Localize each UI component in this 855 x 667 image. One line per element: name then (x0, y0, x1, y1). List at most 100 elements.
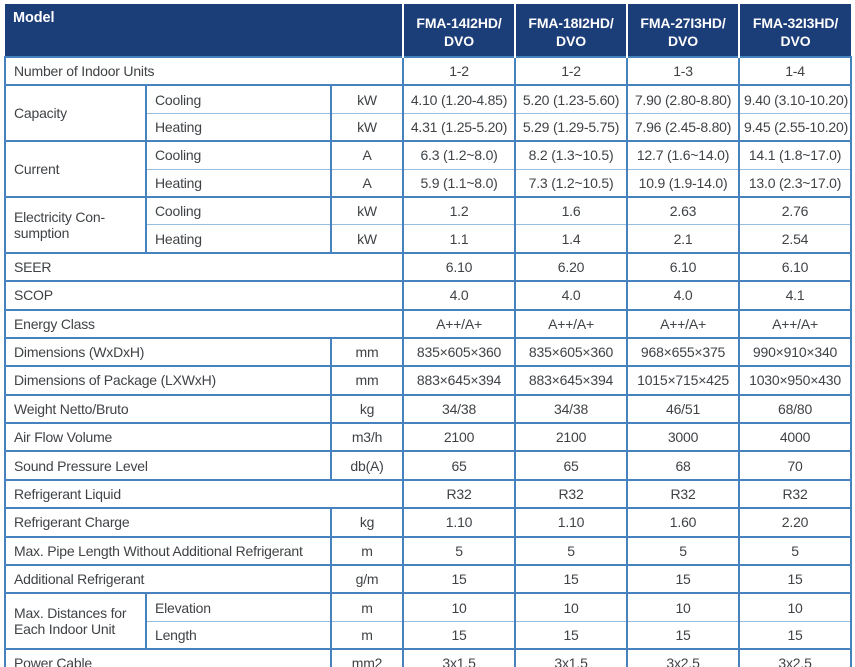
value-cell: 10 (514, 592, 628, 622)
value-cell: 1030×950×430 (738, 365, 853, 395)
header-col-model-1: FMA-14I2HD/ DVO (402, 4, 516, 57)
value-cell: 2.1 (626, 224, 740, 253)
value-cell: 7.90 (2.80-8.80) (626, 84, 740, 114)
model-name: FMA-14I2HD/ (416, 15, 502, 31)
row-sublabel: Heating (145, 224, 331, 253)
value-cell: 990×910×340 (738, 336, 853, 367)
value-cell: 1.60 (626, 507, 740, 537)
value-cell: A++/A+ (514, 308, 628, 338)
value-cell: 12.7 (1.6~14.0) (626, 140, 740, 170)
value-cell: 6.10 (738, 251, 853, 282)
value-cell: 1-2 (514, 55, 628, 86)
row-label: Max. Distances for Each Indoor Unit (4, 592, 146, 650)
value-cell: 7.3 (1.2~10.5) (514, 168, 628, 197)
model-name: FMA-32I3HD/ (752, 15, 839, 31)
table-row-power-cable: Power Cable mm2 3x1.5 3x1.5 3x2.5 3x2.5 (4, 648, 853, 667)
table-row-electricity-heating: Heating kW 1.1 1.4 2.1 2.54 (5, 224, 853, 253)
value-cell: 5.9 (1.1~8.0) (402, 168, 516, 197)
header-row: Model FMA-14I2HD/ DVO FMA-18I2HD/ DVO FM… (5, 4, 852, 57)
value-cell: 15 (626, 564, 740, 594)
value-cell: 70 (738, 450, 853, 480)
row-label: Dimensions (WxDxH) (4, 336, 331, 367)
row-label: SCOP (3, 280, 404, 310)
value-cell: 5 (738, 535, 853, 566)
row-sublabel: Cooling (145, 195, 331, 225)
table-row-energy-class: Energy Class A++/A+ A++/A+ A++/A+ A++/A+ (3, 308, 853, 338)
value-cell: 1-2 (402, 55, 516, 86)
unit-cell: mm (329, 365, 404, 395)
value-cell: 3x2.5 (626, 648, 740, 667)
row-label: Power Cable (4, 648, 331, 667)
table-row-indoor-units: Number of Indoor Units 1-2 1-2 1-3 1-4 (3, 55, 853, 86)
value-cell: 15 (514, 620, 628, 650)
unit-cell: g/m (329, 564, 404, 594)
value-cell: 4000 (738, 422, 853, 452)
table-row-additional-refrigerant: Additional Refrigerant g/m 15 15 15 15 (4, 564, 853, 594)
value-cell: 13.0 (2.3~17.0) (738, 168, 853, 197)
value-cell: 6.20 (514, 251, 628, 282)
value-cell: 1.10 (514, 507, 628, 537)
unit-cell: kW (329, 112, 404, 142)
value-cell: 15 (402, 564, 516, 594)
model-suffix: DVO (668, 33, 699, 49)
unit-cell: m3/h (329, 422, 404, 452)
table-row-package-dimensions: Dimensions of Package (LXWxH) mm 883×645… (4, 365, 853, 395)
unit-cell: mm2 (329, 648, 404, 667)
value-cell: 5 (514, 535, 628, 566)
value-cell: 6.10 (402, 251, 516, 282)
model-suffix: DVO (780, 33, 811, 49)
value-cell: 10 (402, 592, 516, 622)
value-cell: 4.1 (738, 280, 853, 310)
value-cell: A++/A+ (738, 308, 853, 338)
value-cell: 3x1.5 (514, 648, 628, 667)
table-row-air-flow: Air Flow Volume m3/h 2100 2100 3000 4000 (4, 422, 853, 452)
table-row-current-heating: Heating A 5.9 (1.1~8.0) 7.3 (1.2~10.5) 1… (5, 168, 853, 197)
value-cell: 1015×715×425 (626, 365, 740, 395)
value-cell: 2.54 (738, 224, 853, 253)
row-sublabel: Length (145, 620, 331, 650)
table-row-refrigerant-charge: Refrigerant Charge kg 1.10 1.10 1.60 2.2… (4, 507, 853, 537)
value-cell: 2100 (402, 422, 516, 452)
value-cell: A++/A+ (402, 308, 516, 338)
value-cell: 10 (738, 592, 853, 622)
model-suffix: DVO (444, 33, 475, 49)
value-cell: 883×645×394 (514, 365, 628, 395)
value-cell: 10 (626, 592, 740, 622)
table-row-capacity-cooling: Capacity Cooling kW 4.10 (1.20-4.85) 5.2… (4, 84, 853, 142)
value-cell: 4.31 (1.25-5.20) (402, 112, 516, 142)
value-cell: 4.0 (626, 280, 740, 310)
row-label: Refrigerant Liquid (3, 478, 404, 509)
unit-cell: m (329, 620, 404, 650)
value-cell: 4.0 (514, 280, 628, 310)
value-cell: 15 (626, 620, 740, 650)
value-cell: 2100 (514, 422, 628, 452)
unit-cell: kW (329, 224, 404, 253)
row-label: SEER (3, 251, 404, 282)
row-label: Electricity Con-sumption (4, 195, 146, 253)
value-cell: 9.40 (3.10-10.20) (738, 84, 853, 114)
value-cell: 15 (402, 620, 516, 650)
table-row-max-distance-length: Length m 15 15 15 15 (5, 620, 853, 650)
row-label: Current (4, 140, 146, 197)
model-name: FMA-27I3HD/ (640, 15, 726, 31)
table-row-max-distance-elevation: Max. Distances for Each Indoor Unit Elev… (4, 592, 853, 650)
value-cell: R32 (402, 478, 516, 509)
row-label: Sound Pressure Level (4, 450, 331, 480)
row-sublabel: Cooling (145, 140, 331, 170)
row-label: Weight Netto/Bruto (4, 393, 331, 424)
table-row-scop: SCOP 4.0 4.0 4.0 4.1 (3, 280, 853, 310)
value-cell: 3x1.5 (402, 648, 516, 667)
table-row-max-pipe-length: Max. Pipe Length Without Additional Refr… (4, 535, 853, 566)
value-cell: A++/A+ (626, 308, 740, 338)
value-cell: 65 (402, 450, 516, 480)
header-col-model-3: FMA-27I3HD/ DVO (626, 4, 740, 57)
value-cell: 1.2 (402, 195, 516, 225)
table-row-current-cooling: Current Cooling A 6.3 (1.2~8.0) 8.2 (1.3… (4, 140, 853, 197)
value-cell: 6.10 (626, 251, 740, 282)
value-cell: 5 (626, 535, 740, 566)
unit-cell: mm (329, 336, 404, 367)
row-label: Air Flow Volume (4, 422, 331, 452)
value-cell: 5 (402, 535, 516, 566)
value-cell: 15 (738, 620, 853, 650)
header-col-model-4: FMA-32I3HD/ DVO (738, 4, 852, 57)
